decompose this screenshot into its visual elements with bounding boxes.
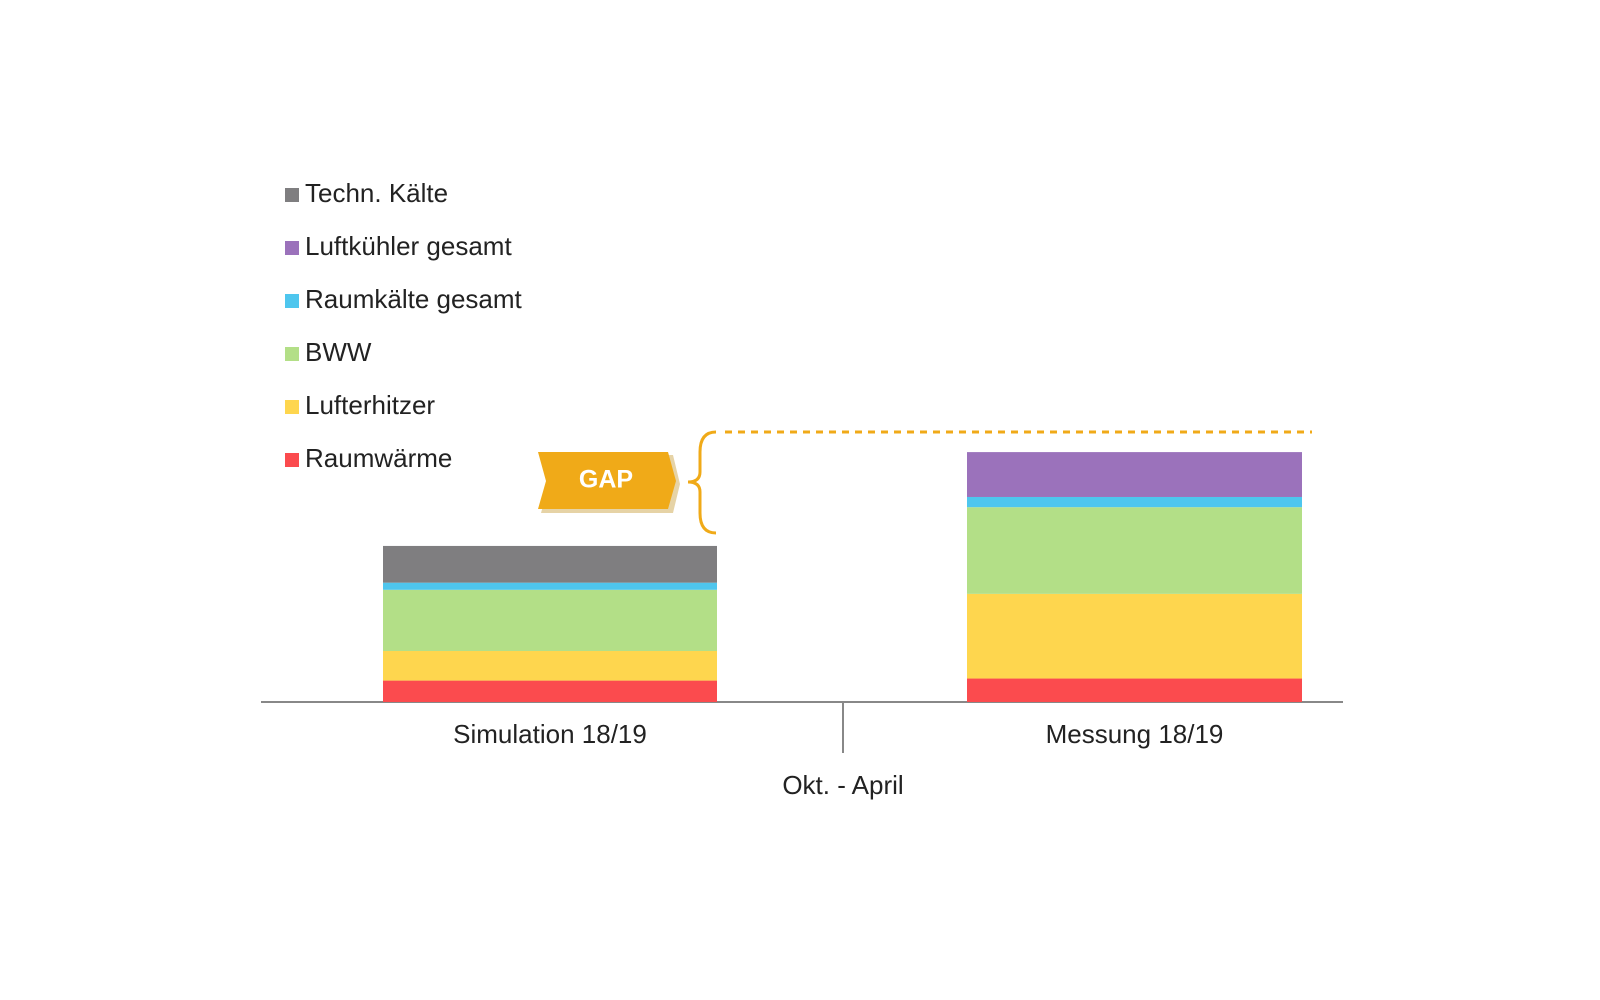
bar-segment	[383, 680, 717, 702]
legend-label: BWW	[305, 337, 372, 367]
legend-label: Raumwärme	[305, 443, 452, 473]
x-tick-label: Messung 18/19	[1046, 719, 1224, 749]
x-tick-label: Simulation 18/19	[453, 719, 647, 749]
bar-segment	[383, 651, 717, 681]
bar-segment	[967, 452, 1302, 497]
legend-swatch	[285, 188, 299, 202]
legend-swatch	[285, 453, 299, 467]
x-axis-label: Okt. - April	[782, 770, 903, 800]
bar-segment	[383, 582, 717, 590]
gap-badge	[538, 452, 676, 509]
bar-segment	[967, 678, 1302, 702]
bar-segment	[967, 496, 1302, 508]
legend-label: Techn. Kälte	[305, 178, 448, 208]
bar-segment	[383, 545, 717, 583]
legend-swatch	[285, 400, 299, 414]
legend-swatch	[285, 294, 299, 308]
legend-swatch	[285, 347, 299, 361]
legend-label: Raumkälte gesamt	[305, 284, 523, 314]
bar-segment	[967, 593, 1302, 679]
bar-segment	[967, 507, 1302, 594]
gap-brace	[687, 430, 717, 535]
gap-label: GAP	[579, 466, 633, 494]
legend-label: Luftkühler gesamt	[305, 231, 512, 261]
legend-swatch	[285, 241, 299, 255]
legend-label: Lufterhitzer	[305, 390, 435, 420]
bar-segment	[383, 589, 717, 651]
